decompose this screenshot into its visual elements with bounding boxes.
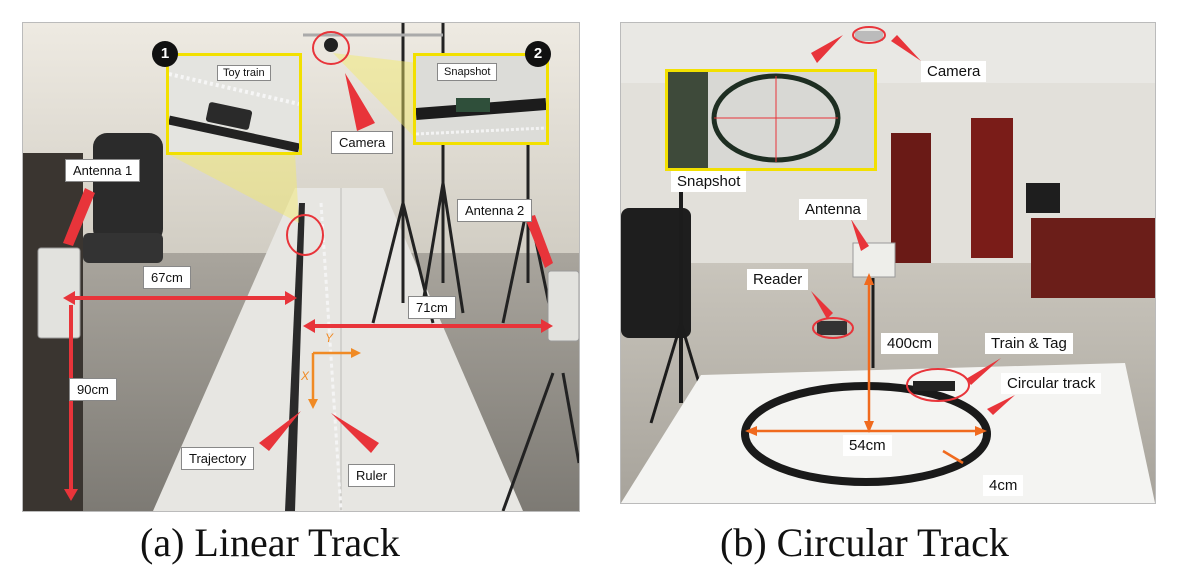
distance-67cm-label: 67cm [143,266,191,289]
distance-71cm-label: 71cm [408,296,456,319]
camera-device [855,31,883,41]
desk [1031,218,1155,298]
linear-track-scene [23,23,579,511]
distance-400cm-label: 400cm [881,333,939,354]
antenna-2-device [547,270,579,342]
pointer-arrows [811,35,1015,415]
antenna-device [852,242,896,278]
camera-device [324,38,338,52]
distance-4cm-label: 4cm [983,475,1024,496]
ruler-strip [319,202,343,511]
caption-linear-track: (a) Linear Track [140,520,400,565]
xy-axes [308,348,361,409]
toy-train-inset [166,53,302,155]
toy-train-label: Toy train [217,65,271,81]
camera-label: Camera [921,61,987,82]
door [891,133,931,263]
axis-y-label: Y [325,331,334,345]
reader-label: Reader [747,269,809,290]
antenna-2-label: Antenna 2 [457,199,533,222]
circular-track-ring [741,382,991,486]
axis-x-label: X [301,369,310,383]
chairs [621,208,691,338]
pointer-arrows [63,73,553,453]
snapshot-inset [665,69,877,171]
table [153,188,523,511]
train-and-tag-label: Train & Tag [985,333,1073,354]
reader-device [817,321,847,335]
measurement-arrows [745,273,987,465]
trajectory-label: Trajectory [181,447,255,470]
distance-90cm-label: 90cm [69,378,117,401]
paper-mat [621,363,1155,503]
caption-circular-track: (b) Circular Track [720,520,1009,565]
antenna-label: Antenna [799,199,867,220]
badge-1: 1 [152,41,178,67]
snapshot-label: Snapshot [437,63,498,81]
linear-track-photo: 1 2 Toy train Snapshot Camera Antenna 1 … [22,22,580,512]
ruler-label: Ruler [348,464,396,487]
camera-label: Camera [331,131,394,154]
door [971,118,1013,258]
chair [93,133,163,243]
badge-2: 2 [525,41,551,67]
toy-train [205,102,253,130]
circular-track-photo: Camera Snapshot Antenna Reader 400cm Tra… [620,22,1156,504]
linear-track-rail [285,203,305,511]
antenna-1-label: Antenna 1 [65,159,141,182]
circular-track-label: Circular track [1001,373,1102,394]
snapshot-label: Snapshot [671,171,747,192]
train-and-tag [913,381,955,391]
distance-54cm-label: 54cm [843,435,892,456]
